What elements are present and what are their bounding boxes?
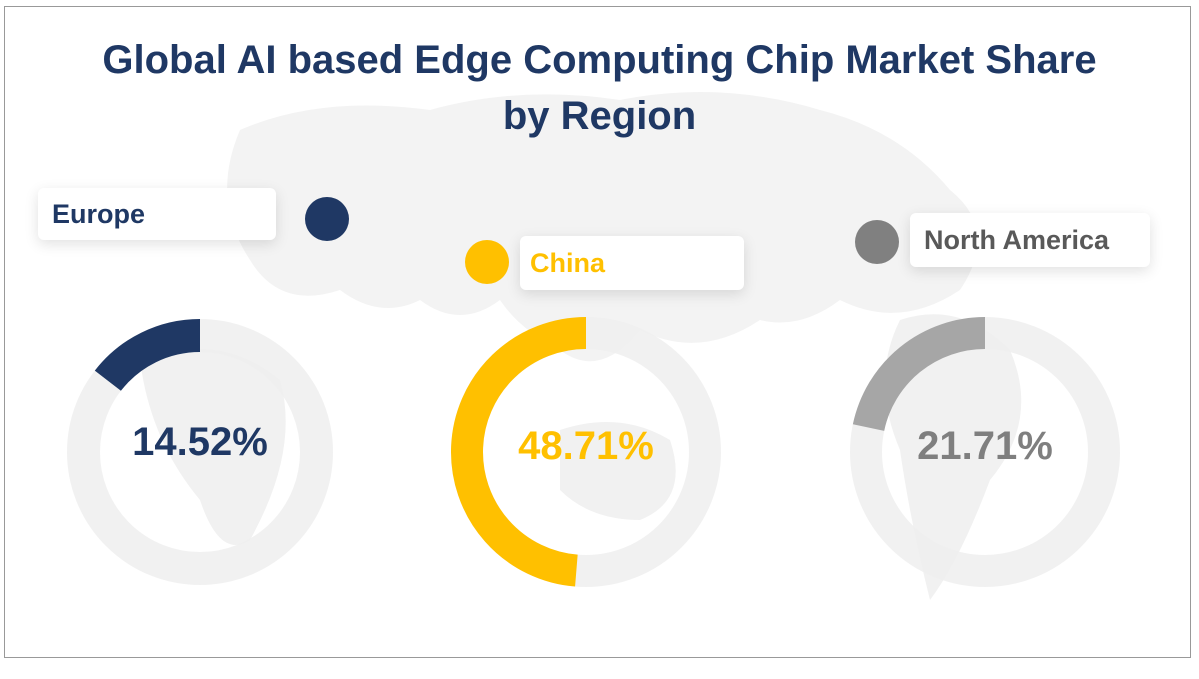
legend-dot-europe [305,197,349,241]
chart-title-line-2: by Region [502,94,697,138]
donut-segment-north-america [852,317,986,432]
legend-dot-north-america [855,220,899,264]
donut-segment-europe [94,319,201,392]
legend-label-europe: Europe [38,188,276,240]
value-label-north-america: 21.71% [917,424,1053,468]
value-label-europe: 14.52% [132,420,268,464]
value-label-china: 48.71% [518,424,654,468]
donut-segment-china [451,317,587,587]
legend-label-china: China [520,236,744,290]
legend-label-north-america: North America [910,213,1150,267]
legend-dot-china [465,240,509,284]
chart-title-line-1: Global AI based Edge Computing Chip Mark… [102,38,1097,82]
